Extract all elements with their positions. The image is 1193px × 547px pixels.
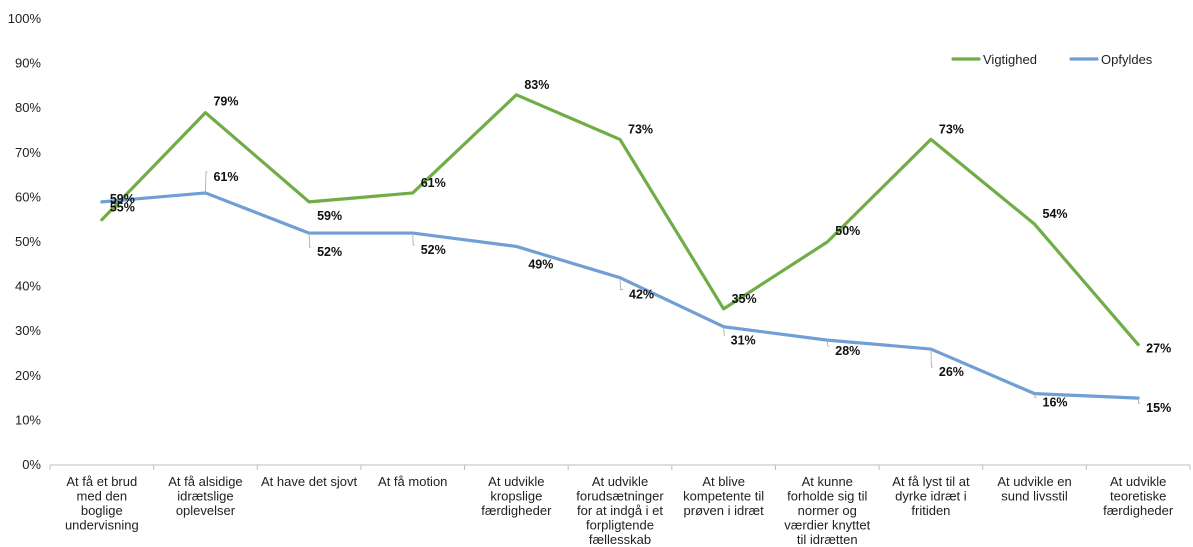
y-tick-label: 40% xyxy=(15,279,41,294)
data-label-opfyldes: 61% xyxy=(213,170,238,184)
data-label-vigtighed: 59% xyxy=(317,209,342,223)
data-label-leader xyxy=(1034,393,1037,399)
axis-layer: 0% 10% 20% 30% 40% 50% 60% 70% 80% 90% 100% At få e… xyxy=(8,11,1191,547)
data-label-vigtighed: 79% xyxy=(213,95,238,109)
y-tick-label: 90% xyxy=(15,56,41,71)
data-label-opfyldes: 28% xyxy=(835,344,860,358)
y-tick-label: 0% xyxy=(22,457,41,472)
data-label-leader xyxy=(412,233,415,246)
data-label-opfyldes: 15% xyxy=(1146,401,1171,415)
x-category-label: At få alsidige idrætslige oplevelser xyxy=(168,474,242,518)
y-tick-label: 60% xyxy=(15,189,41,204)
series-line-vigtighed xyxy=(100,93,1140,347)
data-label-leader xyxy=(723,326,725,337)
x-category-label: At udvikle kropslige færdigheder xyxy=(481,474,552,518)
y-tick-label: 70% xyxy=(15,145,41,160)
data-label-opfyldes: 16% xyxy=(1043,396,1068,410)
x-category-label: At få et brud med den boglige undervisning xyxy=(65,474,139,533)
x-category-label: At blive kompetente til prøven i idræt xyxy=(683,474,764,518)
y-tick-label: 20% xyxy=(15,368,41,383)
legend-label-opfyldes: Opfyldes xyxy=(1101,52,1153,67)
data-label-vigtighed: 83% xyxy=(524,78,549,92)
data-label-vigtighed: 35% xyxy=(732,292,757,306)
x-category-label: At udvikle en sund livsstil xyxy=(997,474,1071,504)
x-category-label: At få motion xyxy=(378,474,447,489)
data-label-leader xyxy=(1137,398,1141,404)
data-label-vigtighed: 50% xyxy=(835,224,860,238)
data-labels: 55% 79% 59% 61% 83% 73% 35% 50% 73% 54% 27% 59% 61% 5… xyxy=(110,78,1171,415)
data-label-opfyldes: 26% xyxy=(939,365,964,379)
legend: Vigtighed Opfyldes xyxy=(951,52,1153,67)
data-label-leader xyxy=(619,277,623,291)
data-label-vigtighed: 54% xyxy=(1043,207,1068,221)
legend-label-vigtighed: Vigtighed xyxy=(983,52,1037,67)
data-label-vigtighed: 55% xyxy=(110,201,135,215)
data-label-leader xyxy=(930,349,933,368)
data-label-opfyldes: 52% xyxy=(421,243,446,257)
data-label-opfyldes: 52% xyxy=(317,245,342,259)
y-tick-label: 10% xyxy=(15,412,41,427)
y-tick-label: 50% xyxy=(15,234,41,249)
y-tick-label: 80% xyxy=(15,100,41,115)
x-category-label: At udvikle teoretiske færdigheder xyxy=(1103,474,1174,518)
data-label-vigtighed: 27% xyxy=(1146,342,1171,356)
data-label-opfyldes: 31% xyxy=(731,334,756,348)
data-label-leader xyxy=(826,340,830,347)
y-tick-label: 100% xyxy=(8,11,42,26)
data-label-opfyldes: 49% xyxy=(528,257,553,271)
x-category-label: At udvikle forudsætninger for at indgå i e… xyxy=(576,474,664,547)
series-line-opfyldes xyxy=(100,191,1140,400)
x-category-label: At få lyst til at dyrke idræt i fritiden xyxy=(892,474,970,518)
data-label-vigtighed: 73% xyxy=(628,122,653,136)
data-label-opfyldes: 42% xyxy=(629,288,654,302)
x-category-label: At kunne forholde sig til normer og værdier… xyxy=(784,474,870,547)
y-tick-label: 30% xyxy=(15,323,41,338)
data-label-vigtighed: 61% xyxy=(421,176,446,190)
series-lines xyxy=(100,93,1140,400)
data-label-vigtighed: 73% xyxy=(939,122,964,136)
data-label-leader xyxy=(205,171,208,193)
x-category-label: At have det sjovt xyxy=(261,474,357,489)
data-label-opfyldes: 59% xyxy=(110,192,135,206)
data-label-leader xyxy=(308,233,312,248)
